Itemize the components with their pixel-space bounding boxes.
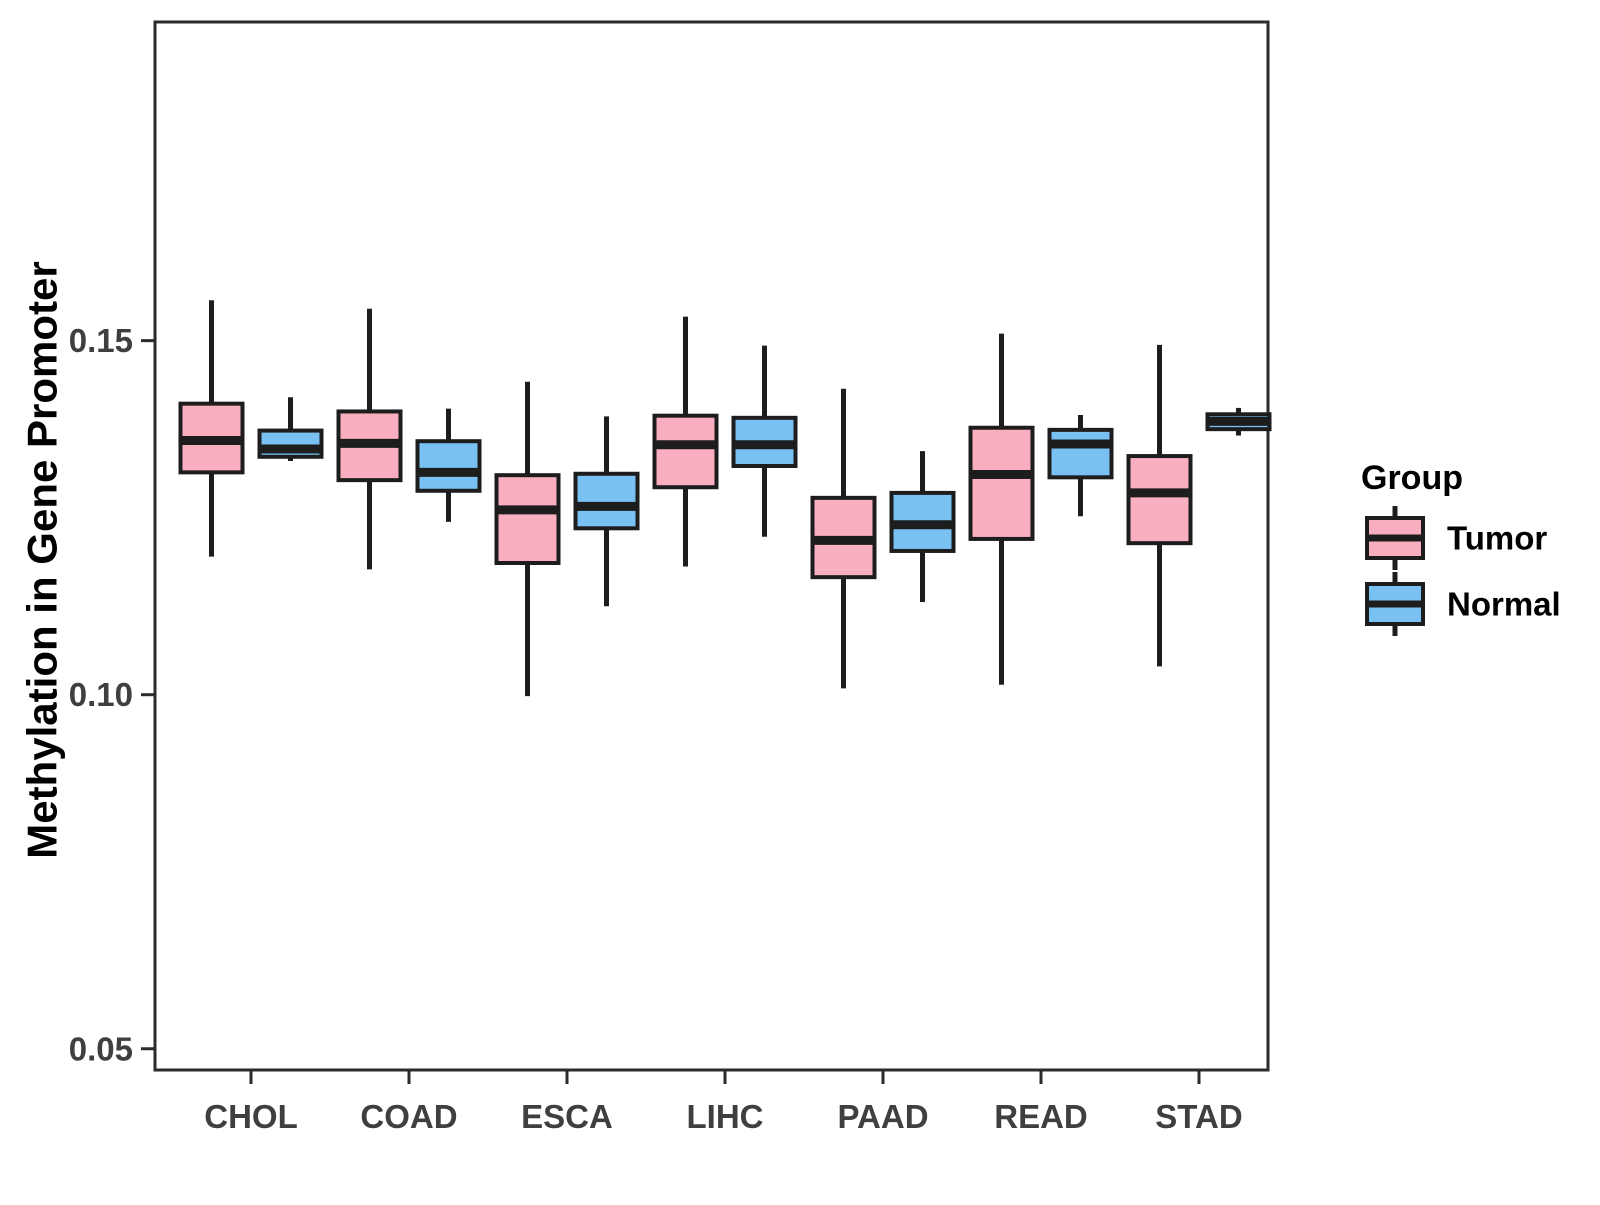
- box-STAD-tumor-iqr: [1126, 454, 1193, 546]
- legend-glyph-normal: [1365, 572, 1425, 636]
- x-tick-label: CHOL: [204, 1098, 298, 1135]
- y-axis-title: Methylation in Gene Promoter: [19, 261, 66, 858]
- legend-label-tumor: Tumor: [1447, 520, 1547, 557]
- x-tick-label: STAD: [1155, 1098, 1242, 1135]
- box-READ-tumor-iqr: [968, 425, 1035, 541]
- plot-layer: 0.15 0.10 0.05 CHOL COAD ESCA LIHC PAAD READ STAD: [69, 300, 1272, 1135]
- x-tick-label: PAAD: [837, 1098, 928, 1135]
- plot-panel: [153, 20, 1270, 1072]
- x-tick-label: ESCA: [521, 1098, 613, 1135]
- x-tick-label: READ: [994, 1098, 1088, 1135]
- legend-glyph-tumor: [1365, 506, 1425, 570]
- x-tick-label: LIHC: [687, 1098, 764, 1135]
- x-tick-label: COAD: [360, 1098, 457, 1135]
- legend-title: Group: [1361, 459, 1463, 497]
- box-READ-normal-iqr: [1047, 427, 1114, 480]
- y-tick-label: 0.10: [69, 676, 133, 713]
- legend: Group Tumor Normal: [1361, 459, 1561, 636]
- legend-label-normal: Normal: [1447, 586, 1561, 623]
- box-ESCA-normal-iqr: [573, 471, 640, 531]
- y-tick-label: 0.15: [69, 322, 133, 359]
- box-COAD-normal-iqr: [415, 439, 482, 493]
- box-ESCA-tumor-iqr: [494, 473, 561, 565]
- box-LIHC-tumor-iqr: [652, 413, 719, 490]
- y-tick-label: 0.05: [69, 1030, 133, 1067]
- legend-glyphs: [1365, 506, 1425, 636]
